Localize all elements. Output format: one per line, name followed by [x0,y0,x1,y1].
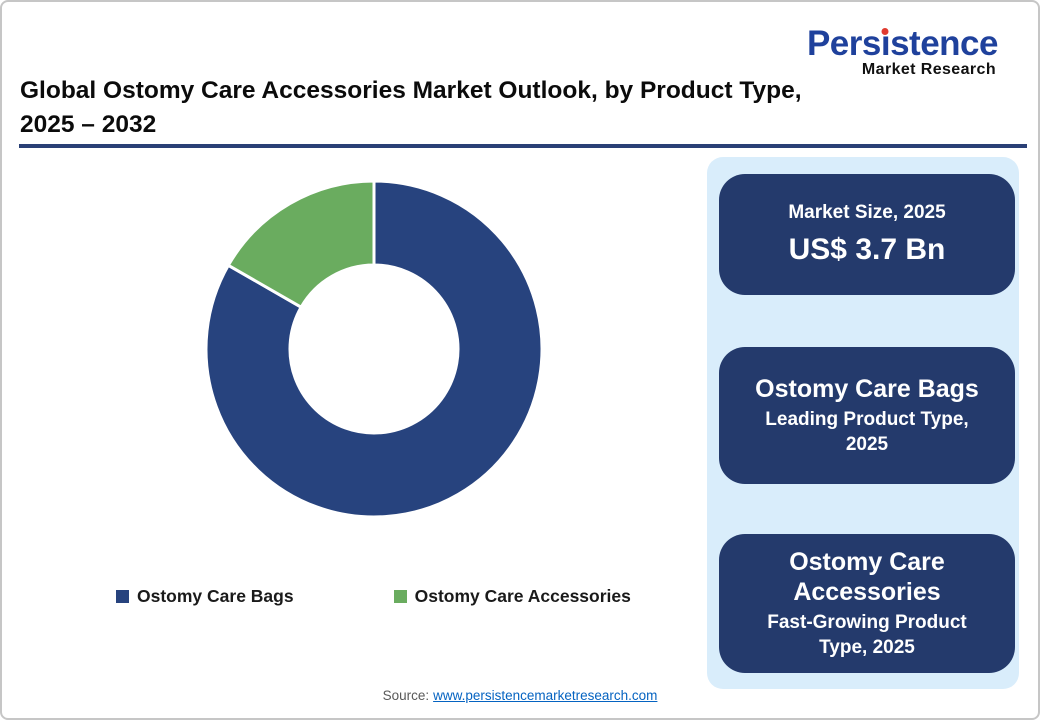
brand-logo: Persıstence Market Research [806,24,999,78]
leading-product-name: Ostomy Care Bags [755,375,979,404]
legend-item-ostomy-care-bags: Ostomy Care Bags [116,586,294,607]
legend-item-ostomy-care-accessories: Ostomy Care Accessories [393,586,631,607]
legend-label-ostomy-care-bags: Ostomy Care Bags [137,586,294,606]
fast-growing-product-name: Ostomy Care Accessories [789,548,945,607]
brand-tagline: Market Research [861,61,996,78]
legend-swatch-green [393,590,407,603]
donut-chart [194,169,554,529]
market-size-card: Market Size, 2025 US$ 3.7 Bn [719,174,1015,295]
market-size-label: Market Size, 2025 [788,202,946,224]
leading-product-card: Ostomy Care Bags Leading Product Type, 2… [719,347,1015,484]
market-size-value: US$ 3.7 Bn [788,232,946,266]
chart-legend: Ostomy Care Bags Ostomy Care Accessories [116,586,631,607]
legend-label-ostomy-care-accessories: Ostomy Care Accessories [414,586,631,606]
title-underline [19,144,1027,148]
legend-swatch-blue [116,590,129,603]
page-title-line1: Global Ostomy Care Accessories Market Ou… [20,77,802,104]
source-line: Source: www.persistencemarketresearch.com [2,688,1038,703]
leading-product-caption: Leading Product Type, 2025 [765,409,969,455]
source-link[interactable]: www.persistencemarketresearch.com [433,688,658,703]
brand-name: Persıstence [806,24,999,63]
fast-growing-product-caption: Fast-Growing Product Type, 2025 [767,612,967,658]
page-title: Global Ostomy Care Accessories Market Ou… [20,74,980,142]
brand-i-red-dot: ı [880,24,891,63]
fast-growing-product-card: Ostomy Care Accessories Fast-Growing Pro… [719,534,1015,673]
source-label: Source: [382,688,430,703]
highlight-panel: Market Size, 2025 US$ 3.7 Bn Ostomy Care… [707,157,1019,689]
donut-chart-svg [204,179,544,519]
brand-text-pre: Pers [806,24,881,63]
page-title-line2: 2025 – 2032 [20,111,157,138]
brand-text-post: stence [890,24,998,63]
